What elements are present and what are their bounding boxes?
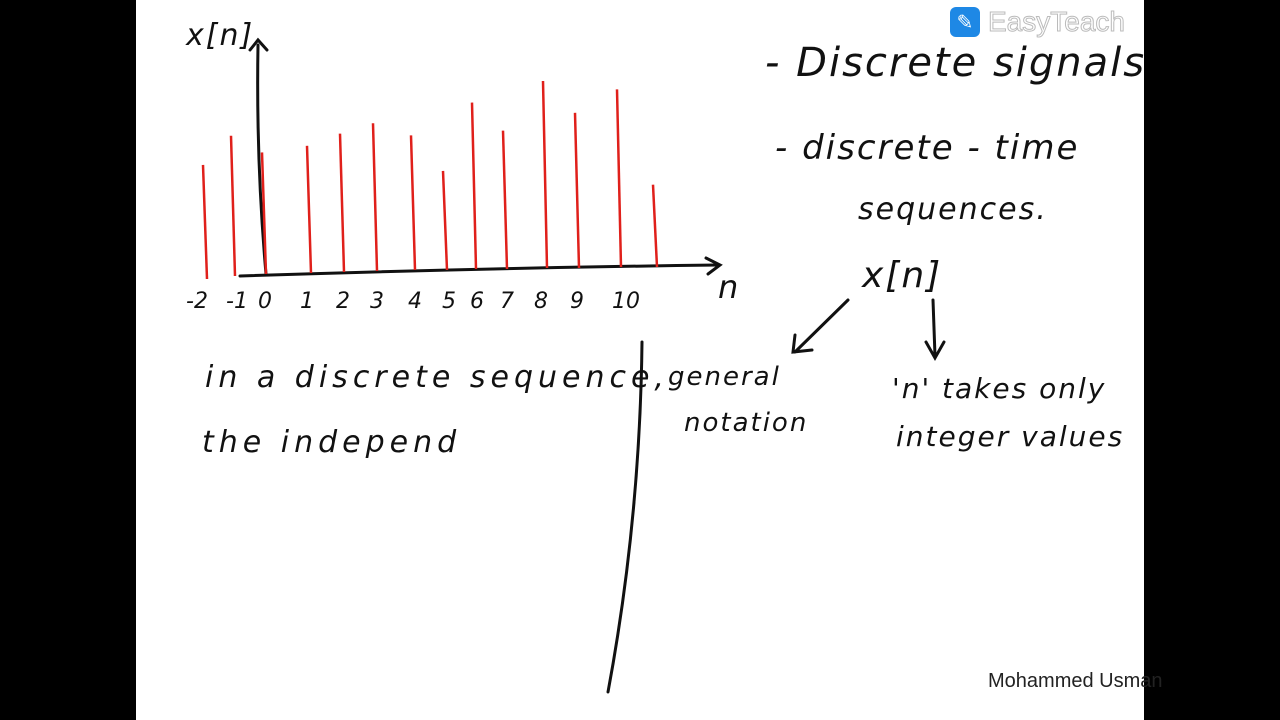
tick-label: 10 bbox=[612, 289, 640, 314]
tick-label: 8 bbox=[534, 289, 548, 314]
logo-text: EasyTeach bbox=[988, 6, 1126, 38]
tick-label: 2 bbox=[336, 289, 350, 314]
tick-label: -1 bbox=[226, 289, 248, 314]
whiteboard bbox=[136, 0, 1144, 720]
stem-n-4 bbox=[409, 135, 417, 271]
tick-label: 7 bbox=[500, 289, 514, 314]
x-axis-label: n bbox=[718, 268, 741, 306]
stem-n-2 bbox=[338, 133, 346, 273]
x-axis-arrow bbox=[704, 256, 723, 276]
n-takes-only: 'n' takes only bbox=[892, 372, 1107, 405]
heading-discrete-signals: - Discrete signals bbox=[765, 40, 1147, 86]
sentence-line-1: in a discrete sequence, bbox=[205, 360, 669, 395]
tick-label: 6 bbox=[470, 289, 484, 314]
easyteach-logo: ✎ EasyTeach bbox=[950, 6, 1125, 38]
tick-label: 5 bbox=[442, 289, 456, 314]
sentence-line-2: the independ bbox=[202, 425, 462, 460]
y-axis bbox=[256, 43, 268, 276]
stem-n-8 bbox=[541, 80, 549, 269]
y-axis-arrow bbox=[248, 37, 269, 52]
arrow-to-general bbox=[791, 298, 850, 354]
x-axis bbox=[238, 263, 720, 278]
xn-notation: x[n] bbox=[862, 255, 943, 296]
author-name: Mohammed Usman bbox=[988, 670, 1163, 692]
heading-discrete-time: - discrete - time bbox=[775, 128, 1080, 168]
tick-label: 1 bbox=[300, 289, 314, 314]
stem-n-9 bbox=[573, 112, 581, 269]
stem-n--2 bbox=[201, 164, 209, 280]
tick-label: 9 bbox=[570, 289, 584, 314]
pen-in-circle-icon: ✎ bbox=[950, 7, 980, 37]
stem-n-5 bbox=[441, 170, 449, 271]
y-axis-label: x[n] bbox=[186, 18, 255, 53]
stem-n--1 bbox=[229, 135, 237, 277]
heading-sequences: sequences. bbox=[858, 192, 1048, 227]
stem-n-10 bbox=[615, 89, 623, 268]
arrow-to-integer bbox=[924, 298, 946, 362]
tick-label: 0 bbox=[258, 289, 272, 314]
divider-line bbox=[606, 340, 644, 694]
stem-n-3 bbox=[371, 123, 379, 272]
tick-label: 3 bbox=[370, 289, 384, 314]
stem-n-11 bbox=[651, 184, 659, 268]
notation-label: notation bbox=[684, 408, 809, 438]
general-label: general bbox=[668, 362, 781, 392]
stem-n-6 bbox=[470, 102, 478, 270]
stem-n-7 bbox=[501, 130, 509, 270]
stem-n-1 bbox=[305, 145, 313, 274]
tick-label: -2 bbox=[186, 289, 208, 314]
integer-values: integer values bbox=[896, 420, 1125, 453]
stem-n-0 bbox=[260, 152, 268, 275]
tick-label: 4 bbox=[408, 289, 422, 314]
